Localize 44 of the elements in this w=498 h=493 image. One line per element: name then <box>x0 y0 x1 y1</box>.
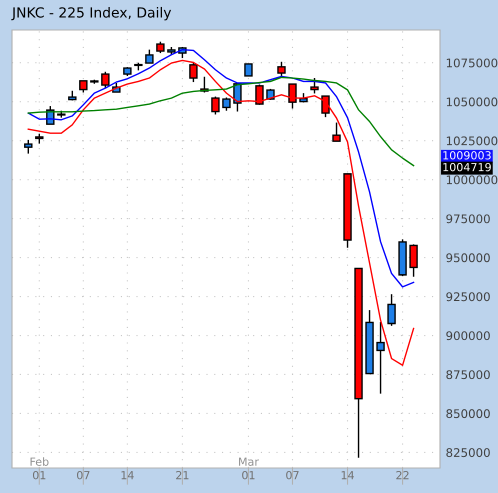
chart-title: JNKC - 225 Index, Daily <box>11 6 172 20</box>
x-tick-label: 07 <box>286 470 299 480</box>
annotation: Feb <box>30 457 49 466</box>
x-tick-label: 01 <box>32 470 46 480</box>
y-tick-label: 825000 <box>446 448 490 458</box>
candlestick <box>387 294 396 327</box>
candlestick <box>24 139 33 154</box>
candlestick <box>156 40 165 54</box>
line-series <box>28 60 414 366</box>
y-tick-label: 975000 <box>446 214 490 224</box>
candlestick <box>277 61 286 78</box>
x-tick-label: 07 <box>76 470 90 480</box>
y-tick-label: 925000 <box>446 292 490 302</box>
y-tick-label: 1050000 <box>446 97 498 106</box>
annotation: Mar <box>239 458 259 466</box>
x-tick-label: 22 <box>396 470 409 480</box>
text: 1009003 <box>443 151 491 160</box>
x-tick-label: 14 <box>342 471 354 480</box>
x-tick-label: 01 <box>242 470 254 480</box>
y-tick-label: 950000 <box>446 253 490 262</box>
candlestick <box>376 321 385 394</box>
candlestick <box>145 48 154 64</box>
candlestick <box>244 63 253 77</box>
line-series <box>28 48 414 288</box>
y-tick-label: 900000 <box>446 331 490 340</box>
candlestick <box>255 84 264 106</box>
x-tick-label: 14 <box>122 471 134 480</box>
x-tick-label: 21 <box>176 470 188 480</box>
y-tick-label: 1025000 <box>446 136 498 146</box>
y-tick-label: 850000 <box>446 409 490 418</box>
candlestick <box>222 96 231 112</box>
line-series <box>28 76 414 166</box>
y-tick-label: 875000 <box>446 370 490 380</box>
y-tick-label: 1075000 <box>446 58 498 68</box>
candlestick <box>211 96 220 116</box>
candlestick <box>101 71 110 89</box>
candlestick <box>68 90 77 102</box>
text: 1004719 <box>443 162 491 172</box>
candlestick <box>409 244 418 278</box>
candlestick <box>310 77 319 94</box>
candlestick <box>79 80 88 94</box>
y-tick-label: 1000000 <box>446 175 498 184</box>
candlestick <box>35 133 44 144</box>
candlestick <box>332 122 341 142</box>
